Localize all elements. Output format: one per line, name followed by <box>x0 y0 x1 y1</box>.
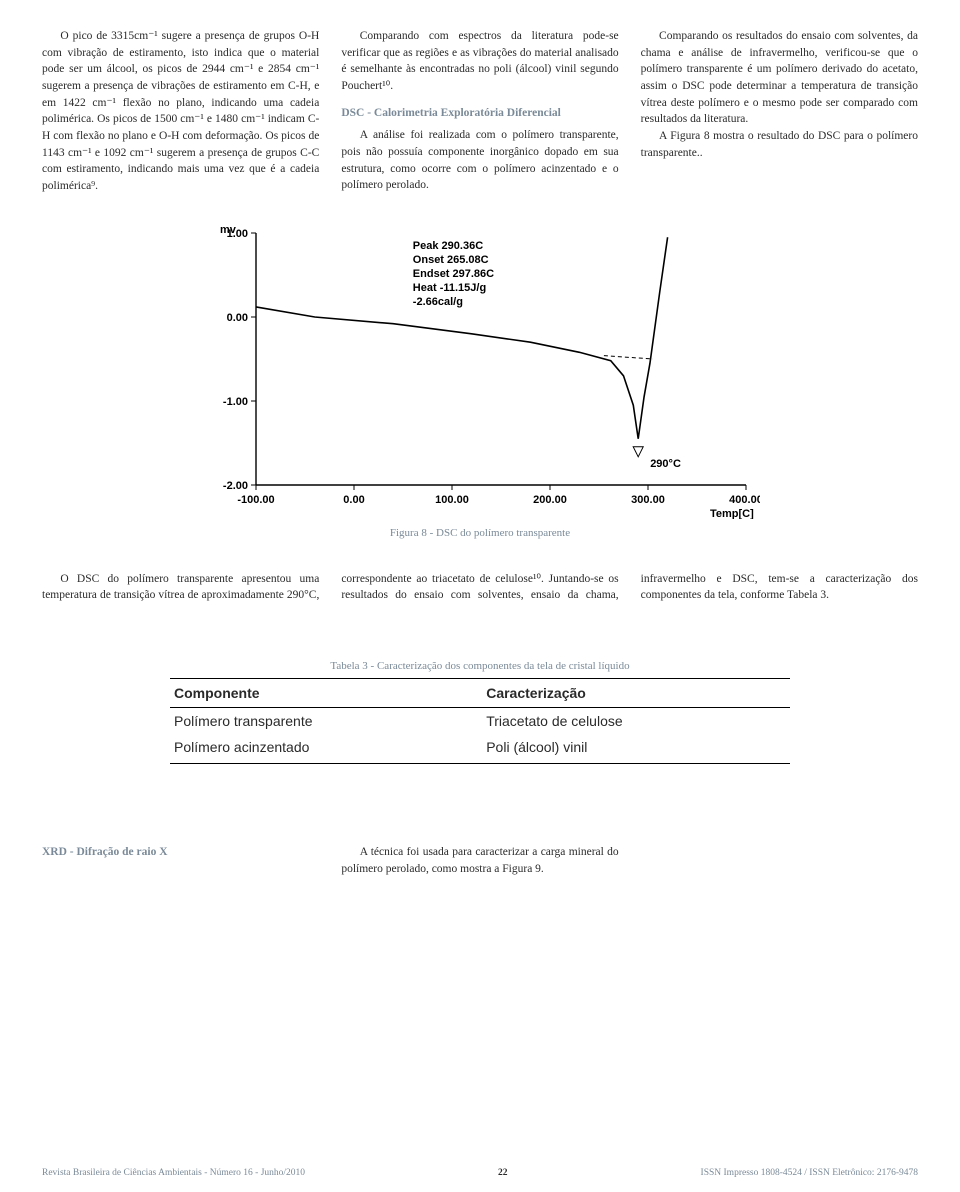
svg-text:290°C: 290°C <box>650 458 681 470</box>
svg-text:-1.00: -1.00 <box>223 396 248 408</box>
table-header-cell: Componente <box>170 679 482 708</box>
svg-text:Onset 265.08C: Onset 265.08C <box>413 254 489 266</box>
svg-text:-100.00: -100.00 <box>237 494 274 506</box>
svg-text:200.00: 200.00 <box>533 494 567 506</box>
figure8-caption: Figura 8 - DSC do polímero transparente <box>42 527 918 539</box>
table3: Componente Caracterização Polímero trans… <box>170 678 790 764</box>
svg-text:Endset 297.86C: Endset 297.86C <box>413 268 494 280</box>
dsc-chart-svg: 1.000.00-1.00-2.00-100.000.00100.00200.0… <box>200 219 760 519</box>
body-text-mid: O DSC do polímero transparente apresento… <box>42 571 918 604</box>
svg-text:Heat -11.15J/g: Heat -11.15J/g <box>413 282 486 294</box>
paragraph: Comparando os resultados do ensaio com s… <box>641 28 918 128</box>
paragraph: O pico de 3315cm⁻¹ sugere a presença de … <box>42 28 319 195</box>
svg-text:400.00: 400.00 <box>729 494 760 506</box>
svg-text:0.00: 0.00 <box>343 494 364 506</box>
page-footer: Revista Brasileira de Ciências Ambientai… <box>42 1168 918 1178</box>
paragraph: A análise foi realizada com o polímero t… <box>341 127 618 194</box>
table-cell: Triacetato de celulose <box>482 708 790 735</box>
section-heading-xrd: XRD - Difração de raio X <box>42 844 319 861</box>
paragraph: A Figura 8 mostra o resultado do DSC par… <box>641 128 918 161</box>
body-text-xrd: XRD - Difração de raio X A técnica foi u… <box>42 844 918 877</box>
svg-text:300.00: 300.00 <box>631 494 665 506</box>
svg-text:0.00: 0.00 <box>227 312 248 324</box>
body-text-top: O pico de 3315cm⁻¹ sugere a presença de … <box>42 28 918 195</box>
footer-issn: ISSN Impresso 1808-4524 / ISSN Eletrônic… <box>701 1168 918 1178</box>
table-cell: Poli (álcool) vinil <box>482 734 790 764</box>
table-row: Polímero acinzentado Poli (álcool) vinil <box>170 734 790 764</box>
table-header-row: Componente Caracterização <box>170 679 790 708</box>
table3-wrap: Tabela 3 - Caracterização dos componente… <box>170 660 790 764</box>
paragraph: Comparando com espectros da literatura p… <box>341 28 618 95</box>
svg-text:-2.00: -2.00 <box>223 480 248 492</box>
svg-text:100.00: 100.00 <box>435 494 469 506</box>
table-header-cell: Caracterização <box>482 679 790 708</box>
table-cell: Polímero transparente <box>170 708 482 735</box>
table3-caption: Tabela 3 - Caracterização dos componente… <box>170 660 790 672</box>
section-heading-dsc: DSC - Calorimetria Exploratória Diferenc… <box>341 105 618 122</box>
svg-text:-2.66cal/g: -2.66cal/g <box>413 296 463 308</box>
dsc-chart: 1.000.00-1.00-2.00-100.000.00100.00200.0… <box>200 219 760 519</box>
paragraph: A técnica foi usada para caracterizar a … <box>341 844 618 877</box>
table-cell: Polímero acinzentado <box>170 734 482 764</box>
footer-journal: Revista Brasileira de Ciências Ambientai… <box>42 1168 305 1178</box>
svg-text:mv: mv <box>220 224 237 236</box>
paragraph: O DSC do polímero transparente apresento… <box>42 571 918 604</box>
footer-page-number: 22 <box>498 1168 508 1178</box>
table-row: Polímero transparente Triacetato de celu… <box>170 708 790 735</box>
svg-text:Peak 290.36C: Peak 290.36C <box>413 240 483 252</box>
svg-text:Temp[C]: Temp[C] <box>710 508 754 519</box>
